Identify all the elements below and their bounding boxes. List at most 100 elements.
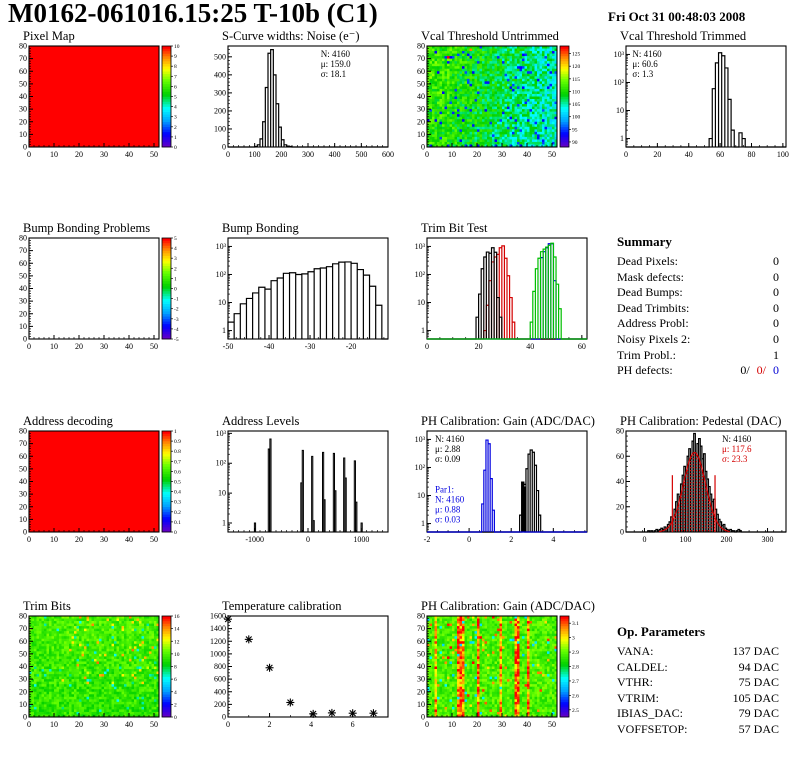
svg-text:40: 40 (417, 92, 425, 101)
svg-text:50: 50 (150, 535, 158, 544)
plot-title: Vcal Threshold Trimmed (620, 29, 747, 43)
plot-title: Pixel Map (23, 29, 75, 43)
svg-text:10: 10 (616, 106, 624, 115)
summary-row: Dead Pixels: 0 (617, 254, 779, 268)
plot-cell-ph-gain-hist: PH Calibration: Gain (ADC/DAC) -2 0 2 4 1 10 1… (398, 415, 597, 545)
plot-row-2: Bump Bonding Problems 0 10 20 30 40 50 0 10 20 30… (0, 222, 796, 392)
svg-text:20: 20 (19, 309, 27, 318)
svg-text:20: 20 (475, 342, 483, 351)
svg-text:400: 400 (214, 70, 226, 79)
plot-row-4: Trim Bits 0 10 20 30 40 50 0 10 20 30 40 50 60 70 80 0 2… (0, 600, 796, 770)
svg-text:80: 80 (19, 428, 27, 436)
svg-text:9: 9 (174, 54, 177, 60)
svg-text:-3: -3 (174, 317, 179, 323)
svg-text:70: 70 (417, 54, 425, 63)
svg-text:μ: 2.88: μ: 2.88 (435, 444, 461, 454)
op-parameters-title: Op. Parameters (617, 624, 706, 639)
svg-text:σ: 23.3: σ: 23.3 (722, 454, 748, 464)
svg-text:30: 30 (19, 105, 27, 114)
svg-text:0: 0 (425, 150, 429, 159)
svg-text:0: 0 (174, 145, 177, 151)
svg-text:10³: 10³ (415, 242, 426, 251)
svg-text:0: 0 (23, 528, 27, 537)
vcal-untrimmed-chart: 0 10 20 30 40 50 0 10 20 30 40 50 60 70 80 90 95 100 105 11… (417, 43, 581, 159)
summary-row: Mask defects: 0 (617, 269, 779, 284)
svg-text:10: 10 (50, 150, 58, 159)
svg-text:0.9: 0.9 (174, 439, 181, 445)
svg-text:20: 20 (473, 150, 481, 159)
svg-text:10³: 10³ (614, 50, 625, 59)
svg-text:100: 100 (679, 535, 691, 544)
svg-text:40: 40 (19, 92, 27, 101)
svg-text:10²: 10² (415, 463, 426, 472)
svg-text:0: 0 (27, 535, 31, 544)
svg-text:1: 1 (222, 326, 226, 335)
svg-text:40: 40 (523, 150, 531, 159)
svg-text:-1: -1 (174, 297, 179, 303)
svg-text:0.1: 0.1 (174, 520, 181, 526)
plot-cell-trim-bit-test: Trim Bit Test 0 20 40 60 1 10 10² 10³ (398, 222, 597, 352)
op-parameter-row: VANA: 137 DAC (617, 644, 779, 658)
svg-text:Par1:: Par1: (435, 485, 454, 495)
svg-text:300: 300 (762, 535, 774, 544)
svg-text:1: 1 (222, 519, 226, 528)
bump-bonding-chart: -50 -40 -30 -20 1 10 10² 10³ (216, 237, 389, 351)
plot-cell-bump-bonding: Bump Bonding -50 -40 -30 -20 1 10 10² 10³ (199, 222, 398, 352)
svg-text:5: 5 (174, 236, 177, 242)
svg-text:50: 50 (150, 150, 158, 159)
svg-text:10: 10 (417, 298, 425, 307)
summary-title: Summary (617, 234, 672, 249)
svg-text:1: 1 (174, 429, 177, 435)
plot-cell-vcal-trimmed: Vcal Threshold Trimmed 0 20 40 60 80 100 1 10 10… (597, 30, 796, 160)
svg-text:10³: 10³ (216, 429, 227, 438)
svg-text:10²: 10² (614, 78, 625, 87)
svg-text:2: 2 (509, 535, 513, 544)
svg-text:200: 200 (214, 106, 226, 115)
svg-text:-20: -20 (346, 342, 357, 351)
plot-row-1: Pixel Map 0 10 20 30 40 50 0 10 20 30 40 50 60 70 80 0 1… (0, 30, 796, 200)
plot-cell-scurve-noise: S-Curve widths: Noise (e⁻) 0 100 200 300 400… (199, 30, 398, 160)
svg-text:N: 4160: N: 4160 (435, 434, 465, 444)
op-parameter-row: VOFFSETOP: 57 DAC (617, 721, 779, 736)
summary-row: Noisy Pixels 2: 0 (617, 331, 779, 346)
svg-text:95: 95 (572, 127, 578, 133)
svg-text:-5: -5 (174, 337, 179, 343)
svg-text:0: 0 (174, 287, 177, 293)
svg-text:N: 4160: N: 4160 (632, 49, 662, 59)
svg-text:10²: 10² (216, 459, 227, 468)
svg-text:1000: 1000 (353, 535, 369, 544)
svg-text:60: 60 (616, 452, 624, 461)
svg-text:50: 50 (19, 271, 27, 280)
svg-text:-2: -2 (174, 307, 179, 313)
svg-text:0: 0 (306, 535, 310, 544)
svg-text:50: 50 (19, 79, 27, 88)
svg-text:10: 10 (19, 515, 27, 524)
svg-text:40: 40 (125, 535, 133, 544)
svg-text:8: 8 (174, 64, 177, 70)
summary-row: Trim Probl.: 1 (617, 347, 779, 362)
svg-text:1: 1 (174, 135, 177, 141)
svg-text:σ: 18.1: σ: 18.1 (321, 69, 346, 79)
svg-text:-30: -30 (305, 342, 316, 351)
svg-text:0.4: 0.4 (174, 490, 181, 496)
svg-text:500: 500 (355, 150, 367, 159)
plot-title: S-Curve widths: Noise (e⁻) (222, 29, 360, 43)
plot-title: PH Calibration: Gain (ADC/DAC) (421, 599, 595, 613)
svg-text:30: 30 (100, 535, 108, 544)
svg-text:0.5: 0.5 (174, 480, 181, 486)
svg-text:1: 1 (421, 519, 425, 528)
svg-text:40: 40 (19, 284, 27, 293)
svg-text:10: 10 (50, 535, 58, 544)
svg-text:μ: 159.0: μ: 159.0 (321, 59, 351, 69)
svg-text:-2: -2 (424, 535, 431, 544)
svg-text:50: 50 (548, 150, 556, 159)
svg-text:50: 50 (150, 342, 158, 351)
svg-text:20: 20 (417, 117, 425, 126)
svg-text:90: 90 (572, 140, 578, 146)
svg-text:N: 4160: N: 4160 (435, 495, 465, 505)
svg-text:0: 0 (23, 335, 27, 344)
svg-text:200: 200 (275, 150, 287, 159)
svg-text:80: 80 (747, 150, 755, 159)
